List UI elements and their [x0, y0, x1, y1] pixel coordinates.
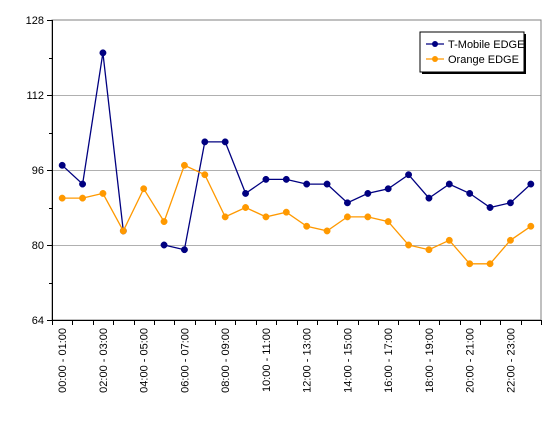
legend-label: T-Mobile EDGE: [448, 39, 524, 51]
data-point-orange-edge: [466, 260, 474, 268]
data-point-t-mobile-edge: [303, 180, 311, 188]
data-point-t-mobile-edge: [201, 138, 209, 146]
data-point-t-mobile-edge: [343, 199, 351, 207]
series-line-orange-edge: [62, 164, 532, 265]
y-tick-label: 128: [26, 15, 44, 27]
data-point-orange-edge: [201, 171, 209, 179]
data-point-orange-edge: [221, 213, 229, 221]
data-point-orange-edge: [445, 236, 453, 244]
data-point-orange-edge: [119, 227, 127, 235]
data-point-t-mobile-edge: [425, 194, 433, 202]
data-point-orange-edge: [323, 227, 331, 235]
data-point-orange-edge: [425, 246, 433, 254]
data-point-t-mobile-edge: [506, 199, 514, 207]
x-tick-label: 04:00 - 05:00: [139, 328, 151, 393]
data-point-t-mobile-edge: [221, 138, 229, 146]
x-tick-label: 06:00 - 07:00: [179, 328, 191, 393]
legend: T-Mobile EDGE Orange EDGE: [419, 31, 526, 74]
y-tick-label: 112: [26, 90, 44, 102]
series: [58, 49, 535, 268]
y-tick-label: 80: [32, 240, 44, 252]
data-point-orange-edge: [262, 213, 270, 221]
data-point-t-mobile-edge: [486, 204, 494, 211]
x-tick-label: 12:00 - 13:00: [302, 328, 314, 393]
data-point-t-mobile-edge: [445, 180, 453, 188]
data-point-t-mobile-edge: [79, 180, 87, 188]
y-tick-label: 96: [32, 165, 44, 177]
data-point-orange-edge: [242, 204, 250, 211]
data-point-t-mobile-edge: [364, 189, 372, 197]
data-point-orange-edge: [506, 236, 514, 244]
data-point-orange-edge: [364, 213, 372, 221]
x-tick-label: 02:00 - 03:00: [98, 328, 110, 393]
legend-label: Orange EDGE: [448, 54, 519, 66]
data-point-orange-edge: [486, 260, 494, 268]
data-point-t-mobile-edge: [282, 175, 290, 183]
data-point-t-mobile-edge: [262, 175, 270, 183]
x-tick-label: 20:00 - 21:00: [465, 328, 477, 393]
data-point-orange-edge: [282, 208, 290, 216]
data-point-orange-edge: [303, 222, 311, 230]
data-point-orange-edge: [79, 194, 87, 202]
legend-swatch-marker: [432, 56, 438, 62]
data-point-t-mobile-edge: [180, 246, 188, 254]
x-tick-label: 14:00 - 15:00: [342, 328, 354, 393]
data-point-orange-edge: [384, 218, 392, 226]
y-tick-label: 64: [32, 315, 44, 327]
x-tick-label: 08:00 - 09:00: [220, 328, 232, 393]
x-tick-label: 16:00 - 17:00: [383, 328, 395, 393]
data-point-orange-edge: [140, 185, 148, 193]
data-point-orange-edge: [58, 194, 66, 202]
data-point-t-mobile-edge: [99, 49, 107, 57]
data-point-t-mobile-edge: [527, 180, 535, 188]
data-point-t-mobile-edge: [405, 171, 413, 179]
data-point-orange-edge: [180, 161, 188, 169]
data-point-t-mobile-edge: [323, 180, 331, 188]
x-tick-label: 10:00 - 11:00: [261, 328, 273, 392]
data-point-t-mobile-edge: [58, 161, 66, 169]
series-line-t-mobile-edge: [163, 141, 532, 251]
grid-lines: [52, 95, 541, 246]
data-point-t-mobile-edge: [160, 241, 168, 249]
data-point-orange-edge: [343, 213, 351, 221]
x-tick-label: 18:00 - 19:00: [424, 328, 436, 393]
axes: 64 80 96 112 128 00:00 - 01:00 02:00 - 03:00 04…: [26, 15, 542, 393]
data-point-orange-edge: [527, 222, 535, 230]
legend-box: [419, 31, 525, 73]
x-tick-label: 22:00 - 23:00: [505, 328, 517, 393]
data-point-t-mobile-edge: [466, 189, 474, 197]
data-point-orange-edge: [405, 241, 413, 249]
data-point-t-mobile-edge: [242, 189, 250, 197]
data-point-orange-edge: [160, 218, 168, 226]
data-point-orange-edge: [99, 189, 107, 197]
legend-swatch-marker: [432, 41, 438, 47]
series-line-t-mobile-edge: [61, 52, 124, 231]
x-tick-label: 00:00 - 01:00: [57, 328, 69, 393]
data-point-t-mobile-edge: [384, 185, 392, 193]
